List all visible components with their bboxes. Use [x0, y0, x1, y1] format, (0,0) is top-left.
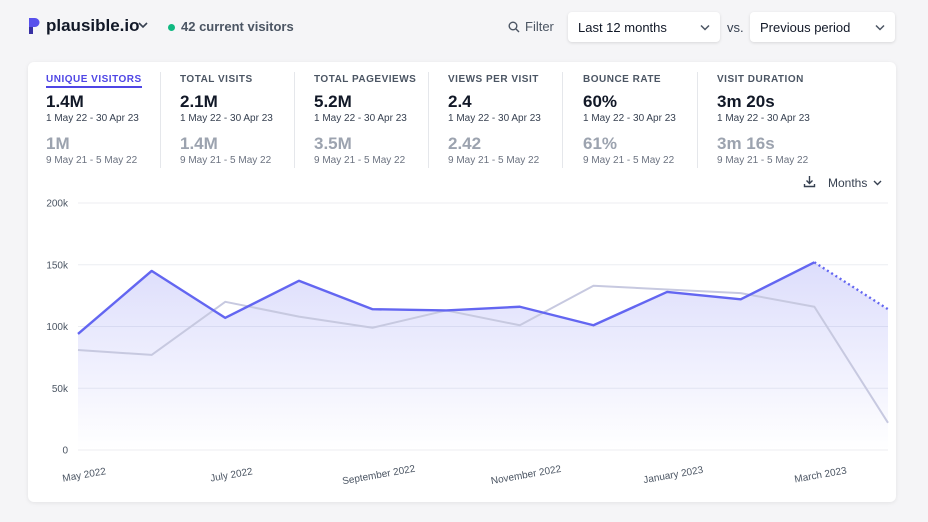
- metric-range: 1 May 22 - 30 Apr 23: [717, 113, 810, 124]
- metric-prev-value: 2.42: [448, 134, 482, 153]
- top-bar: plausible.io 42 current visitors Filter …: [0, 0, 928, 54]
- metric-prev-value: 3.5M: [314, 134, 352, 153]
- metric-value: 5.2M: [314, 92, 352, 111]
- metric-range: 1 May 22 - 30 Apr 23: [314, 113, 407, 124]
- plausible-logo-icon: [29, 18, 40, 34]
- stats-card: UNIQUE VISITORS 1.4M 1 May 22 - 30 Apr 2…: [28, 62, 896, 502]
- filter-label: Filter: [525, 19, 554, 34]
- y-tick-label: 200k: [46, 199, 69, 210]
- y-tick-label: 100k: [46, 322, 69, 333]
- y-tick-label: 0: [62, 446, 68, 457]
- divider: [428, 72, 429, 168]
- metric-value: 2.4: [448, 92, 472, 111]
- chevron-down-icon: [875, 24, 885, 31]
- search-icon: [508, 21, 520, 32]
- metric-prev-value: 61%: [583, 134, 618, 153]
- divider: [697, 72, 698, 168]
- metric-prev-value: 3m 16s: [717, 134, 775, 153]
- current-visitors[interactable]: 42 current visitors: [181, 19, 294, 34]
- metric-label: VIEWS PER VISIT: [448, 74, 539, 85]
- metric-value: 3m 20s: [717, 92, 775, 111]
- metric-range: 1 May 22 - 30 Apr 23: [46, 113, 139, 124]
- metric-prev-range: 9 May 21 - 5 May 22: [717, 155, 809, 166]
- metric-label: TOTAL VISITS: [180, 74, 253, 85]
- x-tick-label: March 2023: [794, 465, 848, 485]
- metric-range: 1 May 22 - 30 Apr 23: [583, 113, 676, 124]
- site-name[interactable]: plausible.io: [46, 16, 140, 35]
- chevron-down-icon[interactable]: [138, 21, 148, 29]
- live-indicator-icon: [168, 24, 175, 31]
- metric-prev-range: 9 May 21 - 5 May 22: [314, 155, 406, 166]
- download-icon[interactable]: [803, 175, 816, 188]
- metric-label: UNIQUE VISITORS: [46, 74, 142, 88]
- y-tick-label: 50k: [52, 384, 69, 395]
- metric-label: TOTAL PAGEVIEWS: [314, 74, 417, 85]
- x-tick-label: May 2022: [62, 466, 108, 485]
- metric-prev-range: 9 May 21 - 5 May 22: [448, 155, 540, 166]
- metric-range: 1 May 22 - 30 Apr 23: [180, 113, 273, 124]
- x-tick-label: November 2022: [490, 464, 562, 487]
- metric-value: 2.1M: [180, 92, 218, 111]
- compare-label: Previous period: [760, 19, 851, 35]
- x-tick-label: September 2022: [341, 464, 416, 488]
- chevron-down-icon: [873, 180, 882, 186]
- metric-value: 1.4M: [46, 92, 84, 111]
- metric-range: 1 May 22 - 30 Apr 23: [448, 113, 541, 124]
- interval-dropdown[interactable]: Months: [828, 176, 882, 190]
- metric-prev-range: 9 May 21 - 5 May 22: [180, 155, 272, 166]
- series-area: [78, 262, 888, 450]
- metric-prev-value: 1M: [46, 134, 70, 153]
- interval-label: Months: [828, 176, 868, 190]
- divider: [160, 72, 161, 168]
- metric-prev-value: 1.4M: [180, 134, 218, 153]
- metric-label: BOUNCE RATE: [583, 74, 662, 85]
- metric-prev-range: 9 May 21 - 5 May 22: [583, 155, 675, 166]
- vs-label: vs.: [727, 20, 744, 35]
- divider: [562, 72, 563, 168]
- y-tick-label: 150k: [46, 260, 69, 271]
- filter-button[interactable]: Filter: [508, 19, 554, 34]
- compare-dropdown[interactable]: Previous period: [750, 12, 895, 42]
- chevron-down-icon: [700, 24, 710, 31]
- period-dropdown[interactable]: Last 12 months: [568, 12, 720, 42]
- metric-value: 60%: [583, 92, 618, 111]
- x-tick-label: July 2022: [209, 466, 253, 484]
- x-tick-label: January 2023: [643, 465, 705, 486]
- period-label: Last 12 months: [578, 19, 667, 35]
- metric-prev-range: 9 May 21 - 5 May 22: [46, 155, 138, 166]
- visitors-chart: 0 50k 100k 150k 200k May 2022 July 2022 Septemb…: [46, 199, 889, 488]
- series-line-current: [77, 261, 815, 335]
- metric-label: VISIT DURATION: [717, 74, 804, 85]
- divider: [294, 72, 295, 168]
